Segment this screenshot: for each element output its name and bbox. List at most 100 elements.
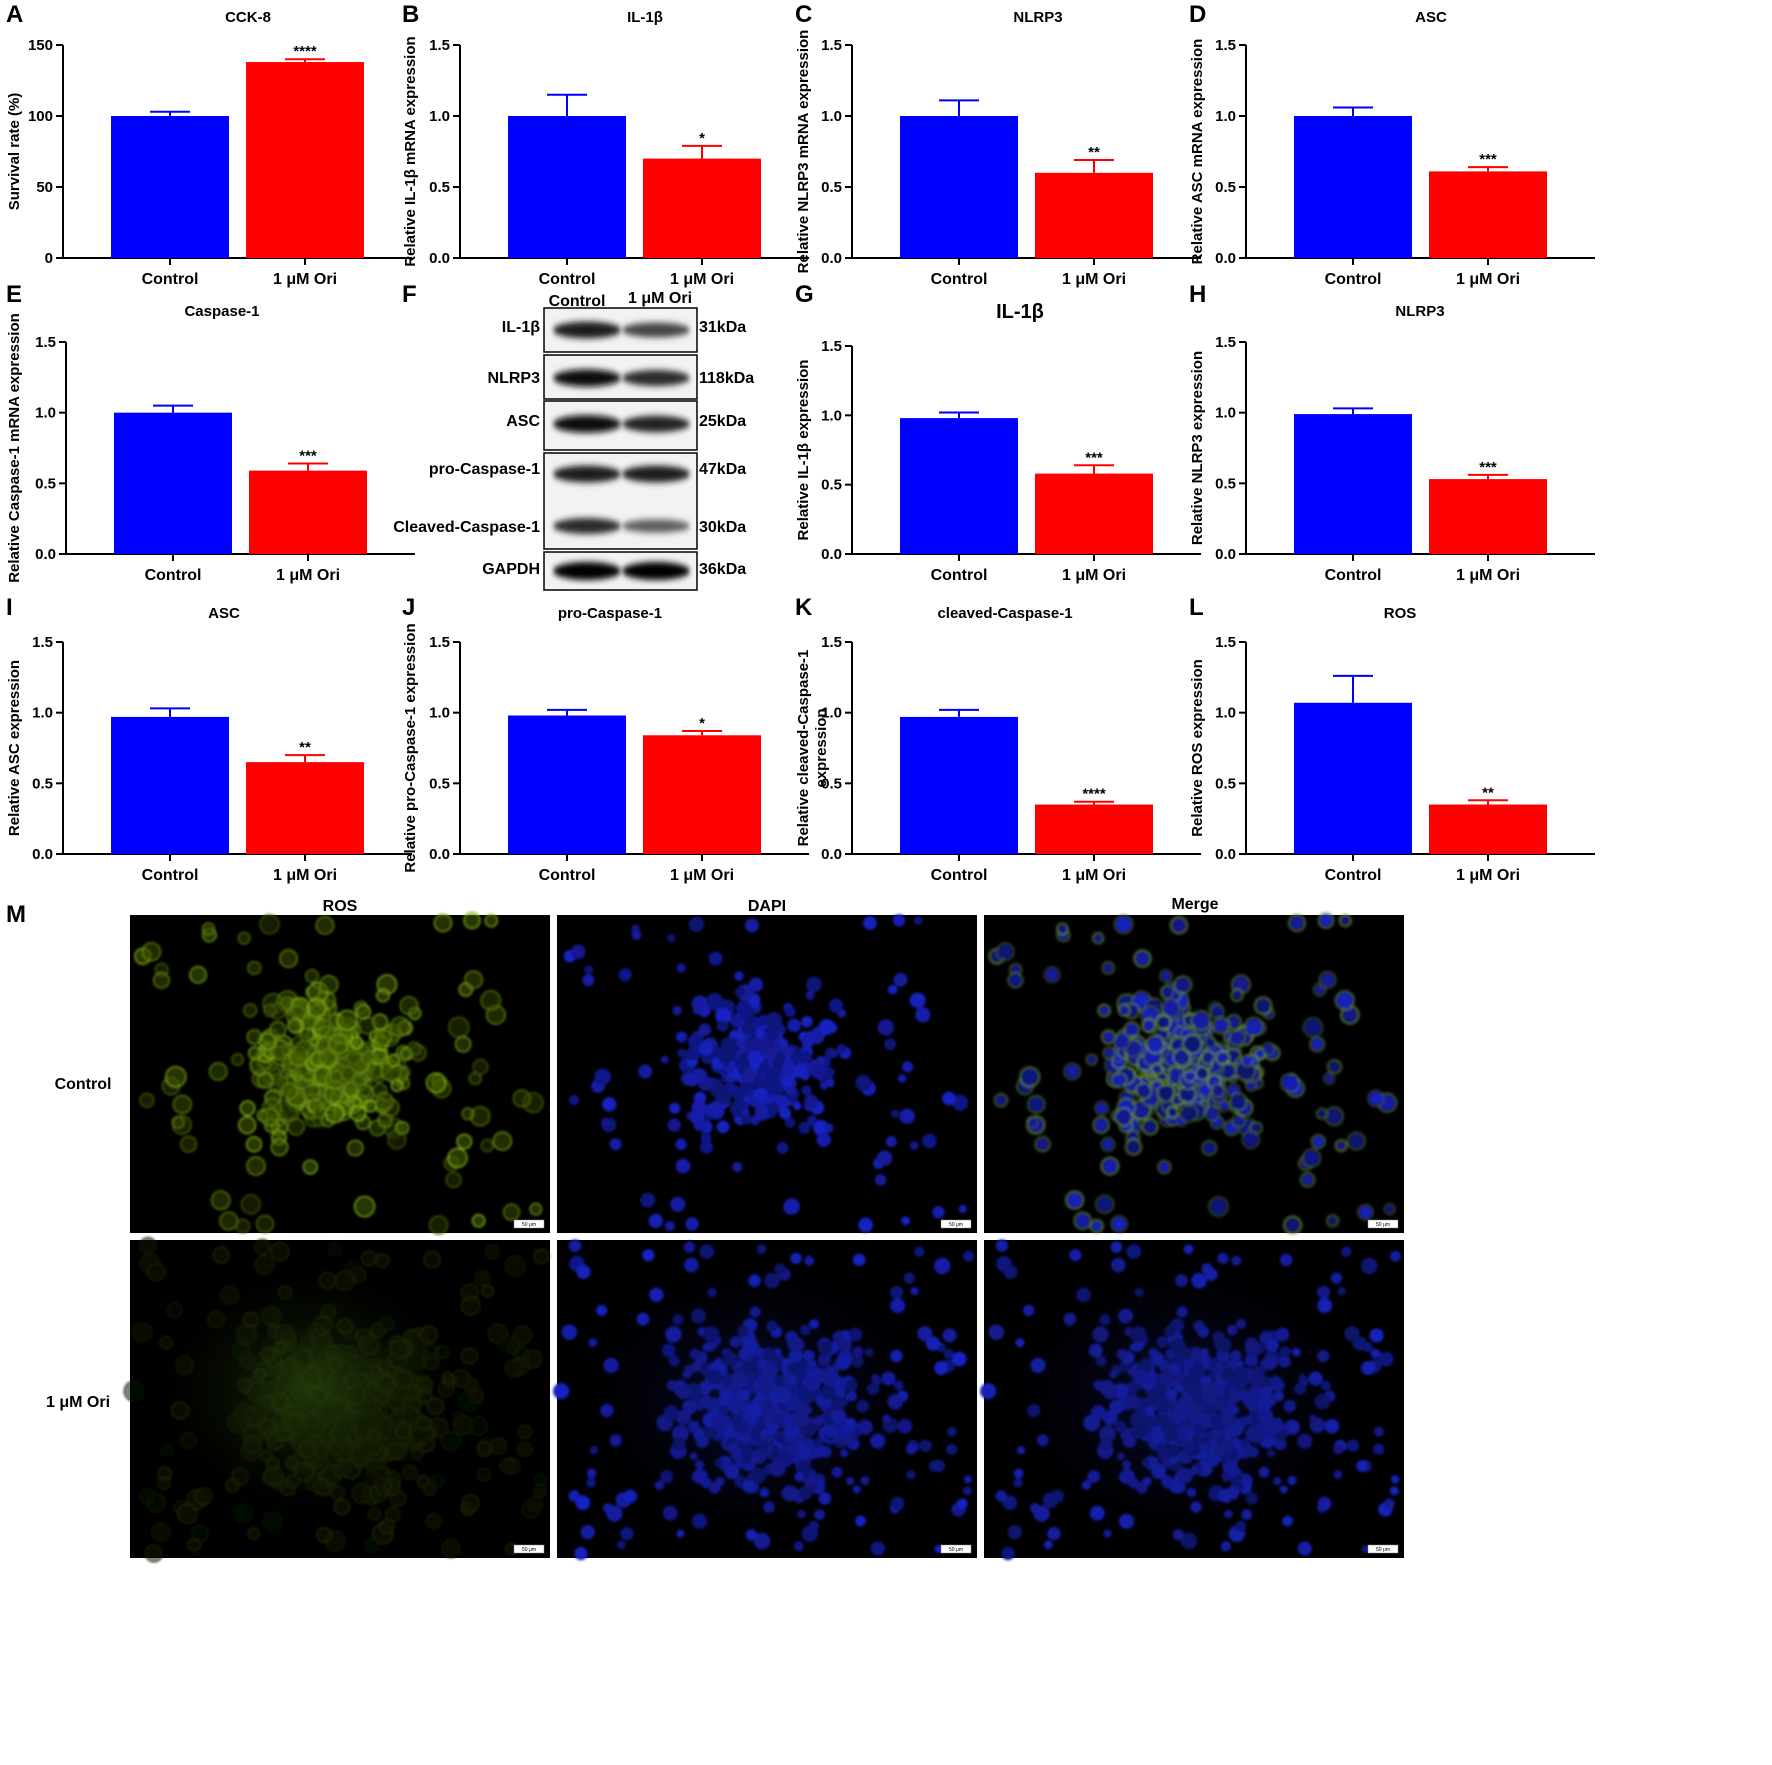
chart-title: ASC xyxy=(208,605,240,622)
cell-layer xyxy=(988,912,1398,1235)
ros-cell-fill xyxy=(283,1084,296,1098)
ros-cell-fill xyxy=(262,1109,277,1125)
merge-cell xyxy=(1002,1495,1018,1511)
ros-cell xyxy=(247,960,262,975)
dapi-nucleus xyxy=(870,1541,885,1556)
ros-cell xyxy=(240,1194,261,1215)
dapi-nucleus xyxy=(784,1006,796,1018)
dapi-nucleus xyxy=(574,1546,588,1561)
merge-cell xyxy=(1192,1012,1210,1029)
x-tick-label: Control xyxy=(931,271,988,288)
bar-control xyxy=(900,418,1018,554)
ros-cell-fill xyxy=(501,1460,514,1472)
merge-cell xyxy=(1319,914,1333,927)
merge-cell-rim xyxy=(1160,998,1181,1019)
dapi-nucleus xyxy=(909,1141,919,1150)
chart-title: ASC xyxy=(1415,9,1447,26)
dapi-nucleus xyxy=(932,1205,945,1219)
dapi-nucleus xyxy=(748,977,764,993)
dapi-nucleus xyxy=(770,1068,781,1079)
ros-cell-fill xyxy=(389,1132,405,1148)
dapi-nucleus xyxy=(734,971,744,981)
merge-cell-rim xyxy=(1283,1215,1303,1235)
dapi-nucleus xyxy=(765,1012,783,1029)
merge-cell xyxy=(1317,1109,1326,1118)
x-tick-label: 1 μM Ori xyxy=(1456,867,1520,884)
blot-kda-label: 36kDa xyxy=(699,561,746,578)
ros-cell-fill xyxy=(462,1285,477,1300)
merge-cell xyxy=(1211,1117,1223,1128)
blot-band xyxy=(553,321,621,339)
ros-cell-fill xyxy=(215,1249,228,1262)
y-tick-label: 50 xyxy=(36,179,53,196)
ros-cell-fill xyxy=(536,1475,546,1484)
blot-protein-label: NLRP3 xyxy=(488,370,541,387)
merge-cell-rim xyxy=(1299,1171,1316,1188)
merge-cell-rim xyxy=(1073,1211,1093,1231)
scale-bar-label: 50 μm xyxy=(1376,1547,1390,1553)
dapi-nucleus xyxy=(675,1031,687,1043)
y-tick-label: 0.0 xyxy=(35,546,56,563)
merge-cell xyxy=(1228,1015,1240,1028)
dapi-nucleus xyxy=(816,1132,832,1148)
ros-cell xyxy=(201,922,215,936)
merge-cell-rim xyxy=(1100,1136,1116,1153)
dapi-nucleus xyxy=(798,1121,811,1134)
merge-cell-rim xyxy=(1325,1214,1340,1228)
ros-cell-fill xyxy=(392,1081,401,1090)
dapi-nucleus xyxy=(815,1056,825,1065)
panel-letter: H xyxy=(1189,281,1206,308)
ros-cell xyxy=(258,1032,277,1051)
ros-cell xyxy=(445,1171,462,1188)
merge-cell-rim xyxy=(1310,1133,1327,1150)
ros-cell xyxy=(423,1251,441,1269)
significance-marker: *** xyxy=(1479,459,1497,476)
ros-cell-fill xyxy=(248,1031,260,1043)
merge-cell-rim xyxy=(1253,996,1273,1016)
dapi-nucleus xyxy=(942,1091,956,1106)
merge-cell-rim xyxy=(1085,1053,1098,1066)
blot-column-label: Control xyxy=(549,293,606,310)
ros-cell-fill xyxy=(148,1495,164,1511)
scale-bar: 50 μm xyxy=(1367,1544,1399,1554)
dapi-nucleus xyxy=(809,1062,827,1080)
merge-cell xyxy=(1007,1524,1023,1540)
merge-cell xyxy=(1029,1097,1044,1112)
ros-cell-fill xyxy=(191,968,205,982)
bar-charts: A CCK-8 Survival rate (%) 0 50 100 150 Control 1… xyxy=(6,1,1595,884)
micro-image-merge-control: 50 μm xyxy=(984,912,1404,1235)
dapi-nucleus xyxy=(620,1526,634,1541)
x-tick-label: 1 μM Ori xyxy=(1062,867,1126,884)
merge-cell-rim xyxy=(1141,1018,1156,1033)
ros-cell xyxy=(210,1190,231,1210)
dapi-nucleus xyxy=(742,1068,758,1084)
merge-cell xyxy=(1378,1351,1394,1367)
merge-cell-rim xyxy=(1141,1118,1159,1136)
merge-cell-rim xyxy=(1094,1194,1115,1215)
significance-marker: *** xyxy=(299,448,317,465)
scale-bar-label: 50 μm xyxy=(522,1547,536,1553)
merge-cell xyxy=(1361,1545,1370,1554)
ros-cell-fill xyxy=(474,1061,487,1073)
merge-cell xyxy=(1102,1031,1114,1043)
dapi-nucleus xyxy=(648,1213,663,1229)
merge-cell-rim xyxy=(1318,970,1337,990)
ros-cell-fill xyxy=(307,987,318,998)
merge-cell xyxy=(1087,1055,1096,1064)
merge-cell xyxy=(1202,1052,1213,1063)
merge-cell xyxy=(1003,1264,1018,1280)
dapi-nucleus xyxy=(594,1068,612,1086)
merge-cell xyxy=(1359,1205,1372,1219)
ros-cell xyxy=(504,1255,526,1277)
ros-cell xyxy=(141,942,161,962)
y-tick-label: 1.5 xyxy=(35,334,56,351)
micro-column-label: ROS xyxy=(323,898,358,915)
ros-cell-fill xyxy=(134,1324,151,1341)
ros-cell-fill xyxy=(360,1018,375,1033)
dapi-nucleus xyxy=(892,914,906,927)
y-axis-label: Relative IL-1β expression xyxy=(795,360,812,541)
bar-treatment xyxy=(1035,172,1153,258)
x-tick-label: 1 μM Ori xyxy=(273,271,337,288)
y-axis-label: Relative NLRP3 mRNA expression xyxy=(795,30,812,274)
